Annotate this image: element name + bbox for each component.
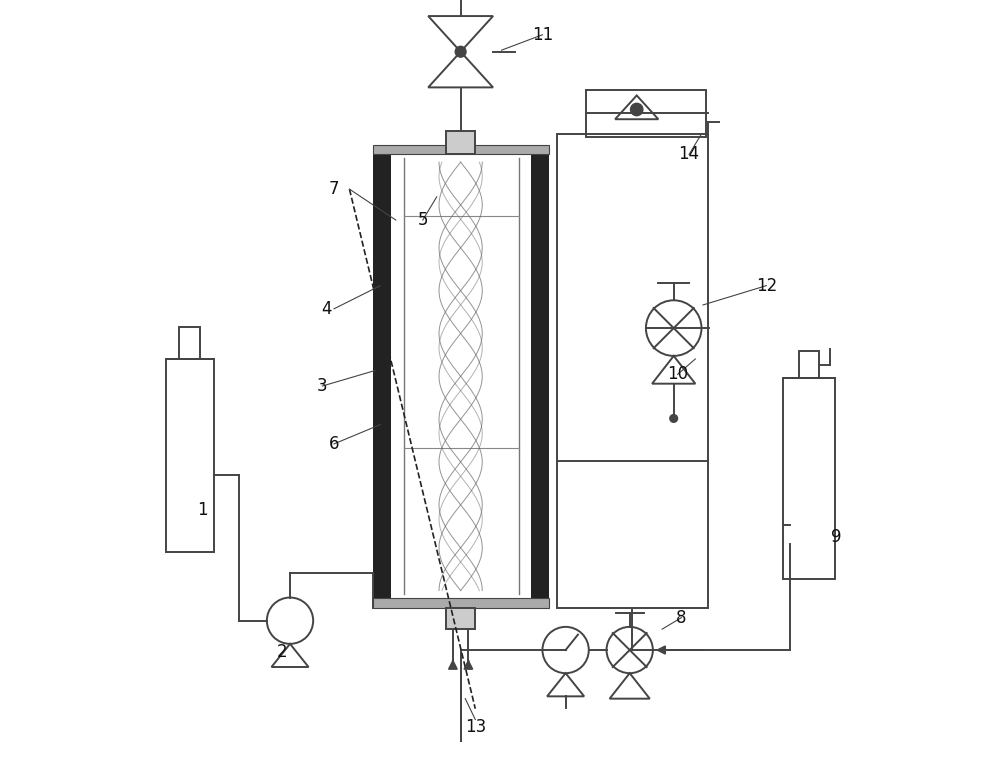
Text: 11: 11 — [532, 25, 553, 44]
Text: 12: 12 — [756, 276, 777, 295]
Bar — [373, 145, 549, 154]
Text: 7: 7 — [329, 180, 339, 198]
Text: 2: 2 — [277, 643, 288, 662]
Text: 13: 13 — [465, 718, 486, 736]
Bar — [373, 598, 549, 608]
Bar — [179, 327, 200, 359]
Bar — [799, 351, 819, 378]
Text: 5: 5 — [418, 211, 428, 229]
Circle shape — [631, 103, 643, 116]
Bar — [531, 154, 549, 598]
Text: 4: 4 — [321, 300, 332, 318]
Bar — [783, 378, 835, 579]
Bar — [557, 134, 708, 608]
Circle shape — [670, 415, 678, 422]
Text: 3: 3 — [317, 377, 328, 395]
Text: 8: 8 — [676, 608, 687, 627]
Text: 10: 10 — [667, 365, 688, 384]
Text: 14: 14 — [679, 145, 700, 164]
Bar — [446, 131, 475, 154]
Text: 6: 6 — [329, 435, 339, 453]
Text: 9: 9 — [831, 527, 841, 546]
Text: 1: 1 — [197, 500, 208, 519]
Bar — [166, 359, 214, 552]
Circle shape — [455, 46, 466, 57]
Bar — [586, 90, 706, 137]
Bar — [446, 608, 475, 629]
Bar — [373, 154, 391, 598]
